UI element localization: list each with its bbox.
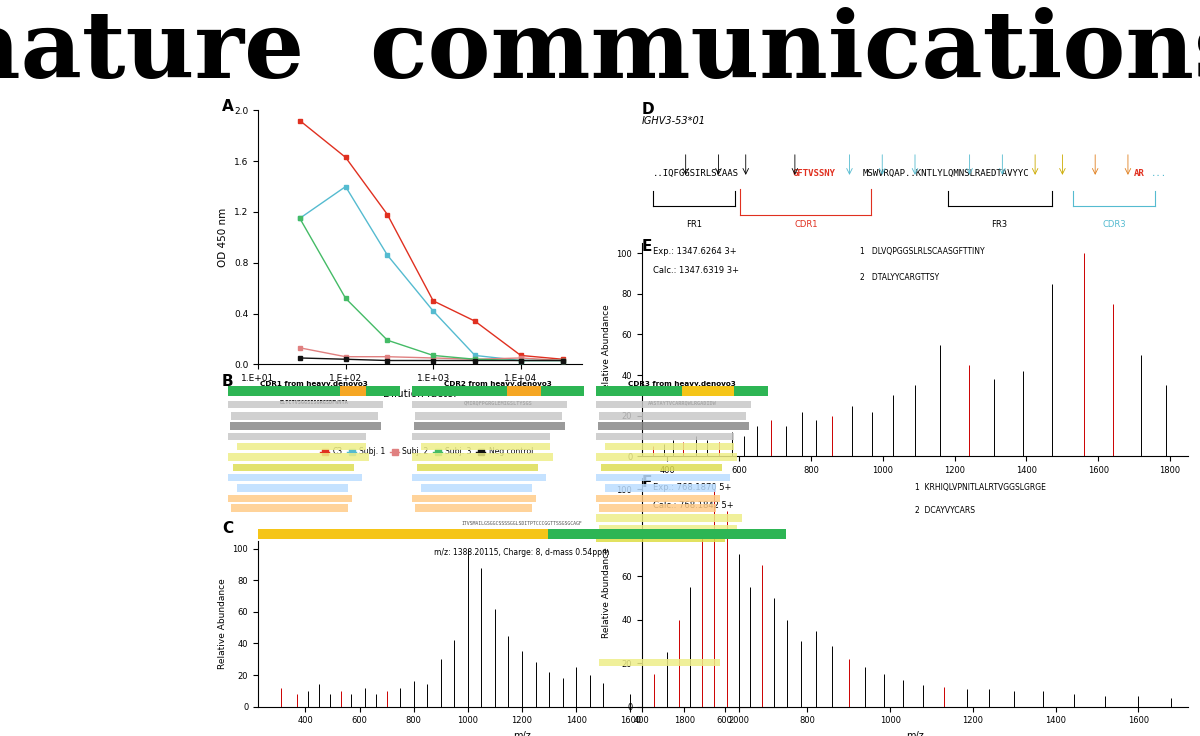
- Legend: C3, Subj. 1, Subj. 2, Subj. 3, Neg control: C3, Subj. 1, Subj. 2, Subj. 3, Neg contr…: [317, 445, 536, 459]
- Text: ...: ...: [1151, 169, 1166, 178]
- Text: GFTVSSNY: GFTVSSNY: [793, 169, 835, 178]
- Y-axis label: OD 450 nm: OD 450 nm: [218, 208, 228, 267]
- Text: ELTCTVSGGSISGRGSDFWNTA: ELTCTVSGGSISGRGSDFWNTA: [280, 400, 348, 406]
- X-axis label: m/z: m/z: [906, 731, 924, 736]
- Text: CDR3 from heavy.denovo3: CDR3 from heavy.denovo3: [628, 381, 736, 386]
- X-axis label: m/z: m/z: [514, 731, 530, 736]
- Text: E: E: [642, 239, 653, 254]
- Y-axis label: Relative Abundance: Relative Abundance: [602, 304, 611, 395]
- Text: 2   DTALYYCARGTTSY: 2 DTALYYCARGTTSY: [860, 273, 940, 282]
- Text: CDR1: CDR1: [794, 220, 817, 230]
- Text: FR1: FR1: [686, 220, 702, 230]
- Text: B: B: [222, 374, 234, 389]
- X-axis label: m/z: m/z: [906, 481, 924, 491]
- Text: CDR2 from heavy.denovo3: CDR2 from heavy.denovo3: [444, 381, 552, 386]
- Text: CDR3: CDR3: [1103, 220, 1126, 230]
- Text: 2  DCAYVYCARS: 2 DCAYVYCARS: [916, 506, 974, 514]
- X-axis label: Dilution factor: Dilution factor: [383, 389, 457, 399]
- Text: F: F: [642, 475, 653, 489]
- Text: Calc.: 1347.6319 3+: Calc.: 1347.6319 3+: [653, 266, 739, 275]
- Text: QMIRQFPGRGLEMIGSLTYSGS: QMIRQFPGRGLEMIGSLTYSGS: [463, 400, 533, 406]
- Y-axis label: Relative Abundance: Relative Abundance: [218, 578, 227, 669]
- Text: MSWVRQAP..KNTLYLQMNSLRAEDTAVYYC: MSWVRQAP..KNTLYLQMNSLRAEDTAVYYC: [863, 169, 1030, 178]
- Text: 1   DLVQPGGSLRLSCAASGFTTINY: 1 DLVQPGGSLRLSCAASGFTTINY: [860, 247, 985, 256]
- Text: m/z: 1388.20115, Charge: 8, d-mass 0.54ppm: m/z: 1388.20115, Charge: 8, d-mass 0.54p…: [434, 548, 610, 556]
- Y-axis label: Relative Abundance: Relative Abundance: [602, 547, 611, 638]
- Text: nature  communications: nature communications: [0, 7, 1200, 96]
- Text: Exp.: 768.1870 5+: Exp.: 768.1870 5+: [653, 483, 731, 492]
- Text: 1  KRHIQLVPNITLALRTVGGSLGRGE: 1 KRHIQLVPNITLALRTVGGSLGRGE: [916, 483, 1046, 492]
- Text: Calc.: 768.1842 5+: Calc.: 768.1842 5+: [653, 501, 733, 510]
- Text: C: C: [222, 521, 233, 536]
- Text: A: A: [222, 99, 234, 114]
- Text: ITVSMAILGSGGCSSSSGGLSDITPTCCCGGTTSSGSGCAGF: ITVSMAILGSGGCSSSSGGLSDITPTCCCGGTTSSGSGCA…: [462, 520, 582, 526]
- Text: CDR1 from heavy.denovo3: CDR1 from heavy.denovo3: [260, 381, 368, 386]
- Text: AASTAYTVCARRQWLRGADIDW: AASTAYTVCARRQWLRGADIDW: [648, 400, 716, 406]
- Text: ..IQFGGSIRLSCAAS: ..IQFGGSIRLSCAAS: [653, 169, 739, 178]
- Text: AR: AR: [1134, 169, 1144, 178]
- Text: IGHV3-53*01: IGHV3-53*01: [642, 116, 706, 126]
- Text: D: D: [642, 102, 655, 116]
- Text: FR3: FR3: [991, 220, 1008, 230]
- Text: Exp.: 1347.6264 3+: Exp.: 1347.6264 3+: [653, 247, 737, 256]
